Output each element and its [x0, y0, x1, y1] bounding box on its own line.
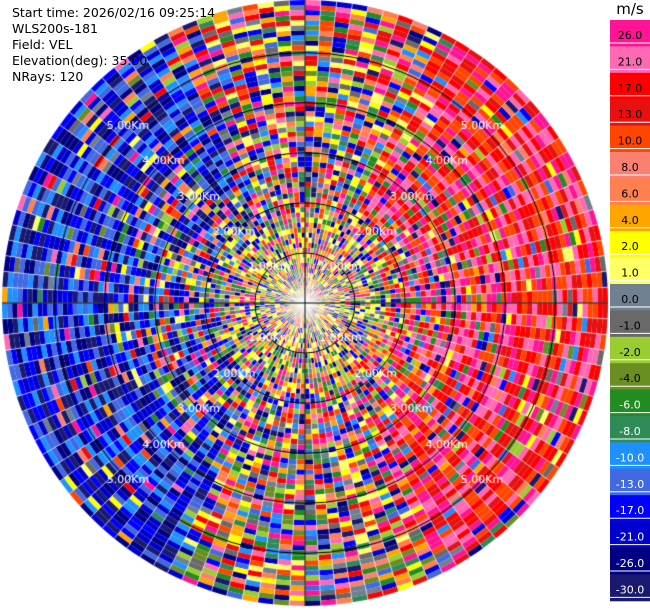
colorbar-swatch — [610, 20, 650, 47]
colorbar-swatch — [610, 521, 650, 549]
colorbar-tick-label: -1.0 — [619, 319, 640, 332]
colorbar-swatch — [610, 468, 650, 496]
colorbar-swatch — [610, 204, 650, 232]
colorbar-swatch — [610, 125, 650, 153]
colorbar-tick-label: 8.0 — [621, 161, 639, 174]
colorbar-tick-label: 6.0 — [621, 187, 639, 200]
colorbar-swatch — [610, 46, 650, 74]
colorbar-swatch — [610, 152, 650, 179]
colorbar-swatch — [610, 72, 650, 100]
nrays-label: NRays: 120 — [12, 69, 84, 84]
colorbar-tick-label: -8.0 — [619, 425, 640, 438]
colorbar-tick-label: 13.0 — [618, 108, 643, 121]
colorbar-tick-label: 17.0 — [618, 82, 643, 95]
colorbar-tick-label: -6.0 — [619, 399, 640, 412]
colorbar-swatch — [610, 257, 650, 285]
start-time-label: Start time: 2026/02/16 09:25:14 — [12, 5, 216, 20]
colorbar-swatch — [610, 416, 650, 443]
colorbar-tick-label: -13.0 — [616, 478, 644, 491]
colorbar-tick-label: -10.0 — [616, 451, 644, 464]
colorbar-tick-label: 21.0 — [618, 55, 643, 68]
colorbar-swatch — [610, 336, 650, 364]
colorbar-swatch — [610, 99, 650, 127]
colorbar-tick-label: -26.0 — [616, 557, 644, 570]
colorbar-tick-label: -21.0 — [616, 531, 644, 544]
colorbar-swatch — [610, 231, 650, 259]
colorbar-tick-label: 26.0 — [618, 29, 643, 42]
colorbar-swatch — [610, 363, 650, 391]
colorbar-tick-label: -30.0 — [616, 583, 644, 596]
colorbar-swatch — [610, 442, 650, 470]
colorbar-swatch — [610, 574, 650, 602]
colorbar-swatch — [610, 310, 650, 338]
colorbar-tick-label: 0.0 — [621, 293, 639, 306]
colorbar-tick-label: -2.0 — [619, 346, 640, 359]
colorbar-swatch — [610, 284, 650, 311]
elevation-label: Elevation(deg): 35.00 — [12, 53, 148, 68]
colorbar-tick-label: 10.0 — [618, 135, 643, 148]
scan-info: Start time: 2026/02/16 09:25:14 WLS200s-… — [12, 5, 215, 85]
colorbar-swatch — [610, 495, 650, 523]
colorbar-tick-label: 4.0 — [621, 214, 639, 227]
colorbar-tick-label: 2.0 — [621, 240, 639, 253]
colorbar-swatch — [610, 548, 650, 575]
colorbar-tick-label: -17.0 — [616, 504, 644, 517]
colorbar: 26.0 21.0 17.0 13.0 10.0 8.0 6.0 4.0 2.0 1.0 0.0 -1… — [610, 20, 650, 602]
colorbar-unit: m/s — [616, 0, 644, 18]
colorbar-swatch — [610, 389, 650, 417]
field-label: Field: VEL — [12, 37, 73, 52]
instrument-label: WLS200s-181 — [12, 21, 98, 36]
colorbar-swatch — [610, 178, 650, 206]
colorbar-tick-label: 1.0 — [621, 267, 639, 280]
colorbar-tick-label: -4.0 — [619, 372, 640, 385]
